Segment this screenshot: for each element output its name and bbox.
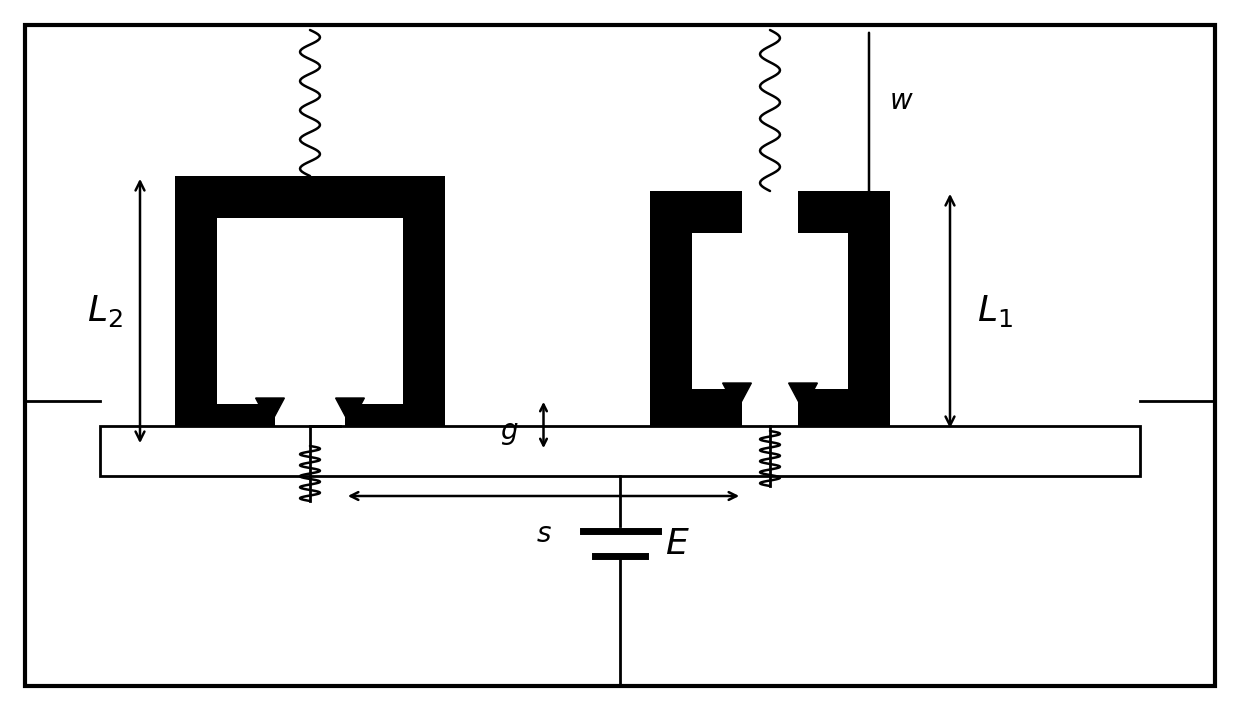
Text: $L_1$: $L_1$ — [977, 293, 1013, 329]
Text: $s$: $s$ — [536, 521, 552, 548]
Bar — [799, 191, 890, 233]
Bar — [100, 426, 1140, 476]
Text: $w$: $w$ — [889, 88, 914, 115]
Bar — [175, 176, 445, 218]
Bar — [650, 389, 742, 431]
Bar — [848, 191, 890, 431]
Text: $g$: $g$ — [500, 420, 518, 447]
Polygon shape — [255, 398, 284, 425]
Polygon shape — [789, 383, 817, 410]
Bar — [650, 191, 692, 431]
Text: $L_2$: $L_2$ — [87, 293, 123, 329]
Polygon shape — [723, 383, 751, 410]
Bar — [345, 404, 445, 446]
Polygon shape — [336, 398, 365, 425]
Bar — [175, 404, 275, 446]
Bar — [799, 389, 890, 431]
Bar — [650, 191, 742, 233]
Text: $E$: $E$ — [665, 527, 689, 560]
Bar — [403, 176, 445, 446]
Bar — [175, 176, 217, 446]
